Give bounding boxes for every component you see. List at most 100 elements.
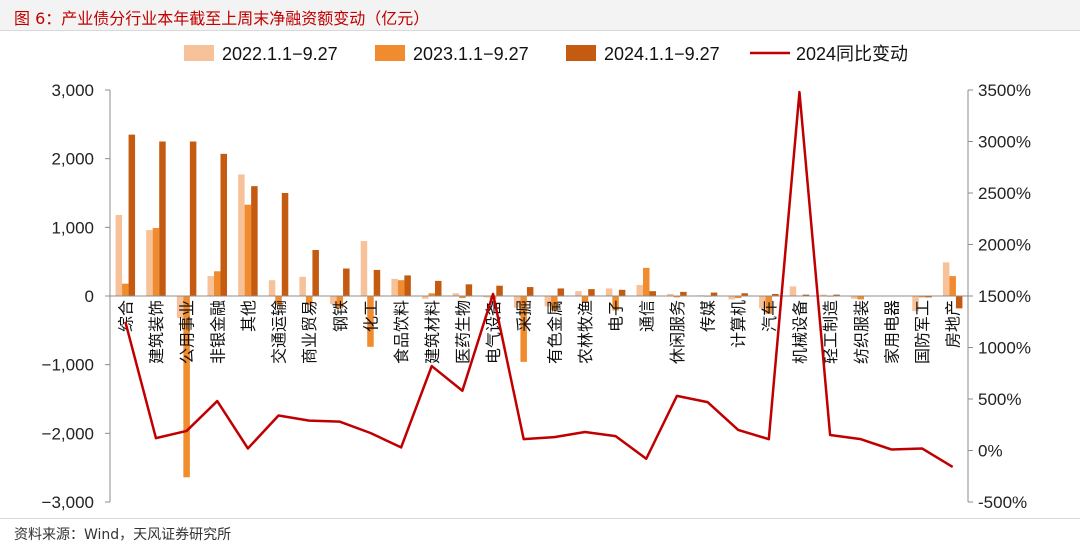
category-label: 纺织服装 (852, 300, 871, 364)
category-label: 有色金属 (545, 300, 564, 364)
bar-2022 (299, 276, 306, 296)
bar-2022 (360, 241, 368, 296)
bar-2022 (605, 288, 613, 296)
legend-label: 2022.1.1−9.27 (222, 44, 338, 64)
bar-2024 (373, 269, 381, 296)
legend-swatch (566, 45, 596, 61)
category-label: 休闲服务 (668, 300, 687, 364)
bar-2024 (833, 294, 840, 296)
bar-2023 (734, 296, 742, 299)
bar-2022 (942, 262, 950, 296)
bar-2023 (183, 296, 190, 478)
bar-2022 (759, 296, 766, 309)
bar-2024 (526, 287, 534, 296)
bar-2023 (459, 296, 466, 299)
category-label: 农林牧渔 (576, 300, 595, 364)
category-label: 房地产 (944, 300, 963, 348)
bar-2022 (268, 280, 276, 296)
right-tick-label: 3500% (978, 81, 1031, 100)
right-tick-label: 0% (978, 442, 1003, 461)
category-label: 电子 (607, 300, 626, 332)
bar-2023 (428, 293, 435, 296)
bar-2023 (397, 280, 405, 296)
category-label: 综合 (116, 300, 135, 332)
bar-2022 (851, 296, 858, 299)
category-label: 通信 (637, 300, 656, 332)
right-tick-label: 1000% (978, 339, 1031, 358)
bar-2022 (789, 286, 797, 296)
category-label: 非银金融 (208, 300, 227, 364)
right-tick-label: 500% (978, 390, 1021, 409)
bar-2024 (772, 293, 779, 296)
bar-2023 (765, 296, 773, 314)
category-label: 机械设备 (790, 300, 809, 364)
bar-2023 (275, 296, 282, 305)
bar-2023 (122, 283, 129, 296)
legend-label: 2023.1.1−9.27 (413, 44, 529, 64)
right-tick-label: 1500% (978, 287, 1031, 306)
left-tick-label: 0 (85, 287, 94, 306)
category-label: 家用电器 (882, 300, 901, 364)
bar-2023 (673, 296, 681, 298)
bar-2023 (612, 296, 619, 311)
bar-2022 (575, 291, 582, 296)
bar-2023 (367, 296, 374, 347)
bar-2022 (636, 285, 643, 296)
right-tick-label: 3000% (978, 133, 1031, 152)
category-label: 化工 (361, 300, 380, 332)
category-label: 建筑材料 (423, 300, 442, 364)
bottom-divider (0, 518, 1080, 519)
category-label: 轻工制造 (821, 300, 840, 364)
right-tick-label: 2500% (978, 184, 1031, 203)
left-tick-label: −2,000 (42, 424, 94, 443)
bar-2022 (820, 294, 827, 296)
bar-2024 (189, 141, 197, 296)
legend-label: 2024同比变动 (796, 44, 908, 64)
bar-2022 (452, 293, 460, 296)
bar-2024 (343, 268, 350, 296)
bar-2024 (312, 249, 319, 296)
category-label: 其他 (239, 300, 258, 332)
bar-2024 (159, 141, 166, 296)
category-label: 钢铁 (331, 300, 350, 332)
bar-2024 (465, 284, 473, 296)
bar-2022 (330, 296, 337, 305)
category-label: 医药生物 (453, 300, 472, 364)
bar-2022 (483, 296, 490, 298)
bar-2024 (404, 275, 411, 296)
bar-2024 (557, 288, 565, 296)
bar-2024 (741, 293, 748, 296)
left-tick-label: 2,000 (51, 150, 94, 169)
bar-2024 (955, 296, 963, 309)
yoy-change-line (124, 90, 954, 469)
figure-title: 图 6：产业债分行业本年截至上周末净融资额变动（亿元） (14, 9, 430, 28)
category-label: 商业贸易 (300, 300, 319, 364)
bar-2022 (667, 293, 674, 296)
bar-2022 (728, 296, 735, 300)
bar-2024 (680, 291, 687, 296)
right-tick-label: -500% (978, 493, 1027, 512)
bar-2024 (220, 153, 227, 296)
bar-2024 (588, 289, 595, 296)
bar-2023 (336, 296, 344, 309)
bar-2022 (422, 296, 429, 299)
category-label: 食品饮料 (392, 300, 411, 364)
bar-2024 (496, 285, 503, 296)
left-tick-label: 1,000 (51, 218, 94, 237)
bar-2024 (618, 289, 626, 296)
bar-2022 (238, 174, 245, 296)
bar-2023 (214, 271, 221, 296)
bar-2024 (802, 294, 810, 296)
left-tick-label: −1,000 (42, 356, 94, 375)
bar-2024 (649, 291, 656, 296)
category-label: 交通运输 (270, 300, 289, 364)
bar-2024 (281, 193, 289, 296)
category-label: 传媒 (699, 300, 718, 332)
bar-2023 (857, 296, 864, 300)
legend-swatch (375, 45, 405, 61)
bar-2023 (551, 296, 558, 311)
chart-svg: −3,000 −2,000 −1,000 0 1,000 2,000 3,000 -500% 0… (42, 44, 1031, 512)
category-label: 国防军工 (913, 300, 932, 364)
bar-2023 (949, 276, 956, 296)
left-tick-label: 3,000 (51, 81, 94, 100)
